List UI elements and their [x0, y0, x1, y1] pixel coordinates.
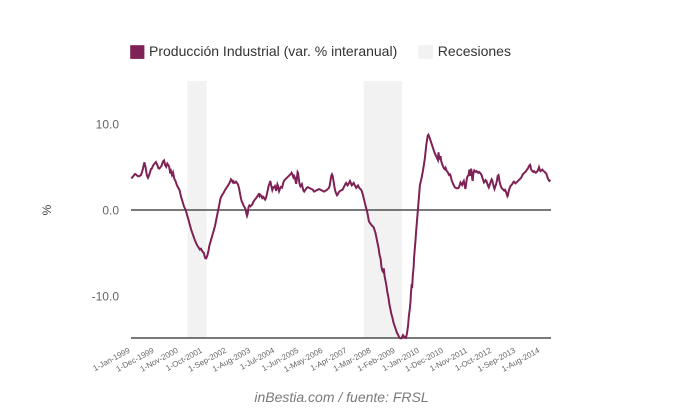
svg-text:%: % [40, 204, 54, 215]
svg-text:inBestia.com / fuente: FRSL: inBestia.com / fuente: FRSL [254, 389, 428, 405]
svg-text:-10.0: -10.0 [92, 289, 120, 303]
svg-text:10.0: 10.0 [96, 117, 120, 131]
svg-text:Producción Industrial (var. %: Producción Industrial (var. % interanual… [149, 43, 397, 59]
svg-text:0.0: 0.0 [102, 203, 119, 217]
svg-text:Recesiones: Recesiones [438, 43, 511, 59]
